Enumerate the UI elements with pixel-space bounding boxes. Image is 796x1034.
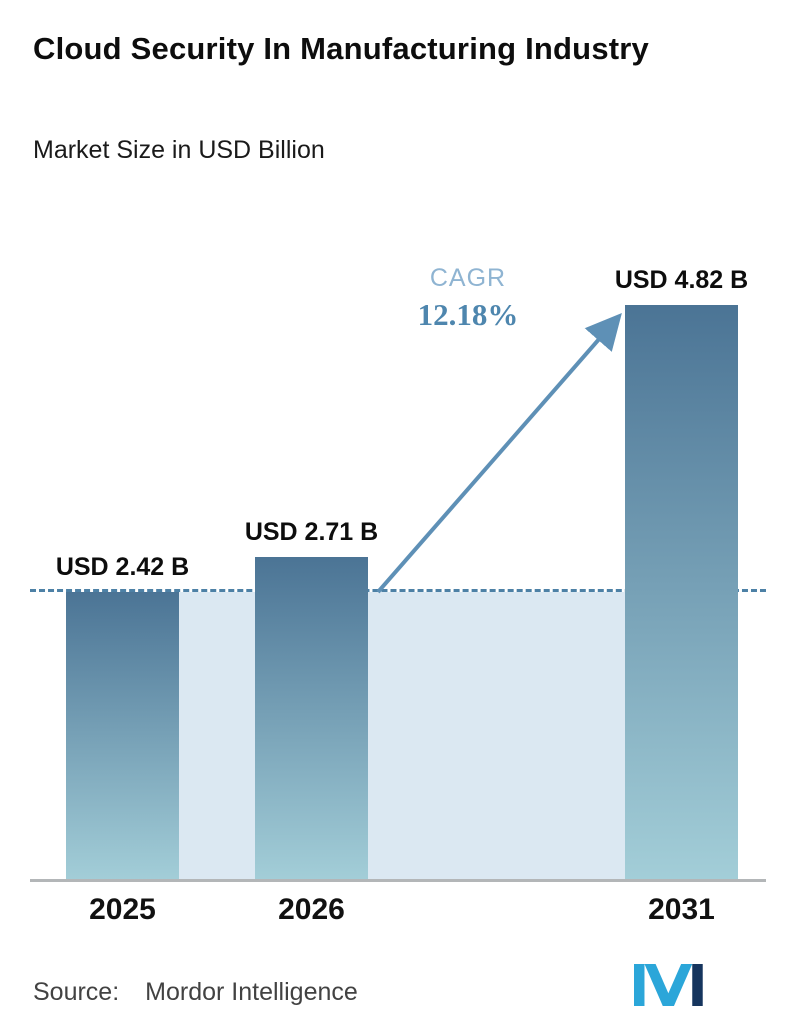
chart-title: Cloud Security In Manufacturing Industry [33,31,649,66]
x-tick-2025: 2025 [89,893,156,926]
bar-value-label-2026: USD 2.71 B [244,518,379,546]
source-value: Mordor Intelligence [145,978,358,1006]
x-tick-2031: 2031 [648,893,715,926]
bar-group-2026: USD 2.71 B [245,518,378,881]
cagr-arrow [376,312,622,594]
bar-value-label-2025: USD 2.42 B [55,553,190,581]
mordor-intelligence-logo [634,964,703,1006]
cagr-annotation: CAGR 12.18% [398,264,538,333]
bar-2026 [255,557,368,881]
cagr-value: 12.18% [417,297,519,332]
bar-value-label-2031: USD 4.82 B [614,266,749,294]
bar-2025 [66,592,179,881]
bar-group-2025: USD 2.42 B [56,553,189,881]
source-attribution: Source: Mordor Intelligence [33,978,358,1007]
cagr-label: CAGR [429,264,507,292]
bar-2031 [625,305,738,881]
source-label: Source: [33,978,120,1006]
chart-subtitle: Market Size in USD Billion [33,136,325,164]
x-axis-line [30,879,766,882]
dashed-baseline [30,589,766,592]
bar-group-2031: USD 4.82 B [615,266,748,881]
x-tick-2026: 2026 [278,893,345,926]
